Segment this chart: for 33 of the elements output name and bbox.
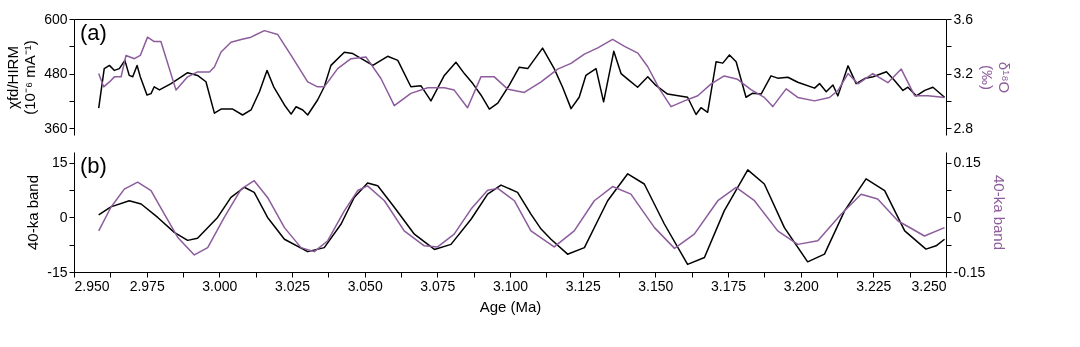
x-tick-label: 3.250 [911,277,947,294]
x-tick-label: 3.175 [710,277,747,294]
y-tick-label: 480 [44,65,68,82]
x-tick-label: 3.050 [347,277,383,294]
x-tick-label: 3.025 [274,277,311,294]
x-axis-title: Age (Ma) [479,297,542,315]
chart-title: (a) [80,20,107,45]
y2-tick-label: -0.15 [953,263,986,280]
y2-axis-title: δ¹⁸O (‰) [978,61,1013,94]
y2-tick-label: 2.8 [953,119,974,136]
x-tick-label: 3.225 [856,277,892,294]
line-series [97,179,946,256]
y2-tick-label: 0.15 [953,154,981,171]
x-tick-label: 2.950 [74,277,110,294]
y2-tick-label: 3.6 [953,10,974,27]
chart-title: (b) [80,153,107,178]
y-axis-title: χfd/HIRM (10⁻⁶ mA⁻¹) [4,40,39,115]
y-tick-label: -15 [47,263,68,280]
x-tick-label: 3.150 [638,277,674,294]
y2-tick-label: 3.2 [953,65,974,82]
y-tick-label: 15 [51,154,68,171]
x-tick-label: 2.975 [129,277,165,294]
x-tick-label: 3.125 [565,277,601,294]
x-tick-label: 3.000 [202,277,238,294]
x-tick-label: 3.100 [492,277,529,294]
y2-tick-label: 0 [953,208,962,225]
y-tick-label: 600 [44,10,68,27]
y-axis-title: 40-ka band [24,174,42,251]
y2-axis-title: 40-ka band [991,174,1009,251]
x-tick-label: 3.200 [783,277,819,294]
x-tick-label: 3.075 [420,277,456,294]
y-tick-label: 360 [44,119,68,136]
y-tick-label: 0 [59,208,68,225]
